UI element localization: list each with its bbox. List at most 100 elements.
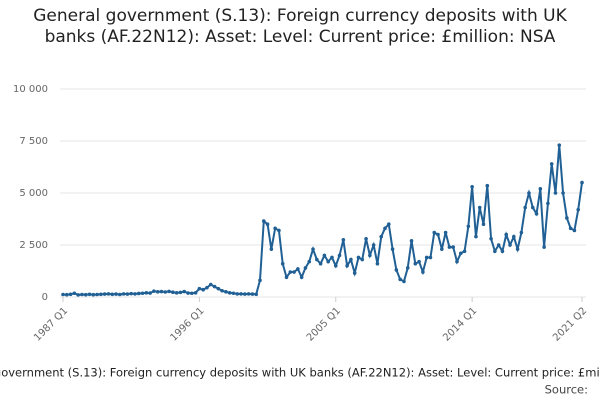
point: [148, 291, 152, 295]
point: [83, 292, 88, 297]
point: [216, 286, 221, 291]
point: [572, 228, 577, 233]
point: [68, 292, 73, 297]
point: [568, 226, 573, 231]
point: [390, 247, 395, 251]
point: [504, 232, 509, 237]
point: [337, 253, 342, 258]
point: [265, 222, 270, 226]
point: [428, 255, 433, 260]
point: [352, 271, 357, 275]
point: [212, 284, 217, 289]
point: [277, 228, 281, 233]
point: [261, 219, 266, 223]
point: [296, 267, 300, 271]
point: [481, 222, 486, 226]
point: [398, 277, 402, 282]
point: [190, 291, 194, 296]
point: [250, 292, 255, 296]
point: [470, 184, 474, 189]
point: [485, 183, 490, 188]
point: [462, 249, 467, 254]
point: [307, 259, 312, 264]
point: [80, 292, 84, 297]
point: [201, 287, 205, 292]
point: [424, 255, 429, 260]
point: [364, 236, 368, 241]
point: [155, 290, 160, 294]
point: [299, 275, 304, 280]
point: [576, 207, 581, 212]
point: [72, 291, 77, 296]
point: [315, 257, 319, 262]
point: [292, 270, 296, 274]
point: [405, 266, 410, 270]
point: [110, 292, 115, 297]
point: [519, 230, 524, 235]
point: [231, 291, 236, 296]
point: [402, 279, 406, 284]
y-tick-label: 2 500: [19, 240, 48, 251]
point: [76, 293, 80, 297]
point: [220, 288, 224, 293]
point: [523, 205, 527, 210]
point: [205, 285, 209, 290]
point: [451, 245, 455, 249]
point: [197, 286, 202, 291]
point: [379, 234, 384, 239]
point: [394, 268, 399, 272]
y-tick-label: 5 000: [19, 188, 48, 199]
point: [311, 247, 315, 251]
point: [144, 291, 149, 295]
point: [273, 226, 277, 231]
point: [436, 232, 440, 237]
point: [553, 191, 558, 195]
point: [421, 270, 425, 274]
point: [349, 257, 353, 262]
point: [580, 180, 584, 185]
point: [208, 282, 213, 287]
point: [280, 261, 285, 266]
point: [121, 292, 126, 296]
point: [254, 292, 259, 297]
point: [118, 292, 122, 297]
point: [99, 292, 103, 297]
y-tick-label: 10 000: [13, 84, 48, 95]
point: [557, 143, 562, 147]
point: [318, 261, 323, 266]
point: [167, 289, 171, 294]
point: [133, 292, 137, 296]
point: [493, 249, 497, 254]
point: [360, 257, 365, 262]
point: [322, 253, 327, 258]
point: [409, 239, 414, 243]
point: [129, 291, 133, 296]
point: [538, 187, 543, 191]
point: [91, 292, 96, 297]
x-tick-label: 2014 Q1: [441, 305, 479, 343]
point: [178, 290, 183, 295]
point: [474, 234, 478, 239]
point: [371, 243, 376, 247]
point: [477, 205, 482, 210]
point: [224, 290, 228, 294]
line: [62, 145, 583, 296]
point: [136, 291, 141, 296]
point: [258, 278, 262, 283]
x-tick-label: 1987 Q1: [32, 305, 70, 343]
point: [246, 292, 251, 296]
point: [341, 238, 346, 242]
point: [515, 247, 520, 251]
point: [186, 291, 190, 295]
point: [386, 222, 391, 226]
point: [447, 245, 452, 249]
point: [443, 230, 448, 235]
point: [239, 292, 243, 296]
y-tick-label: 7 500: [19, 136, 48, 147]
point: [432, 230, 437, 235]
point: [61, 292, 65, 297]
point: [345, 264, 349, 268]
point: [326, 259, 330, 264]
source: Source:: [545, 383, 588, 397]
point: [534, 212, 539, 216]
